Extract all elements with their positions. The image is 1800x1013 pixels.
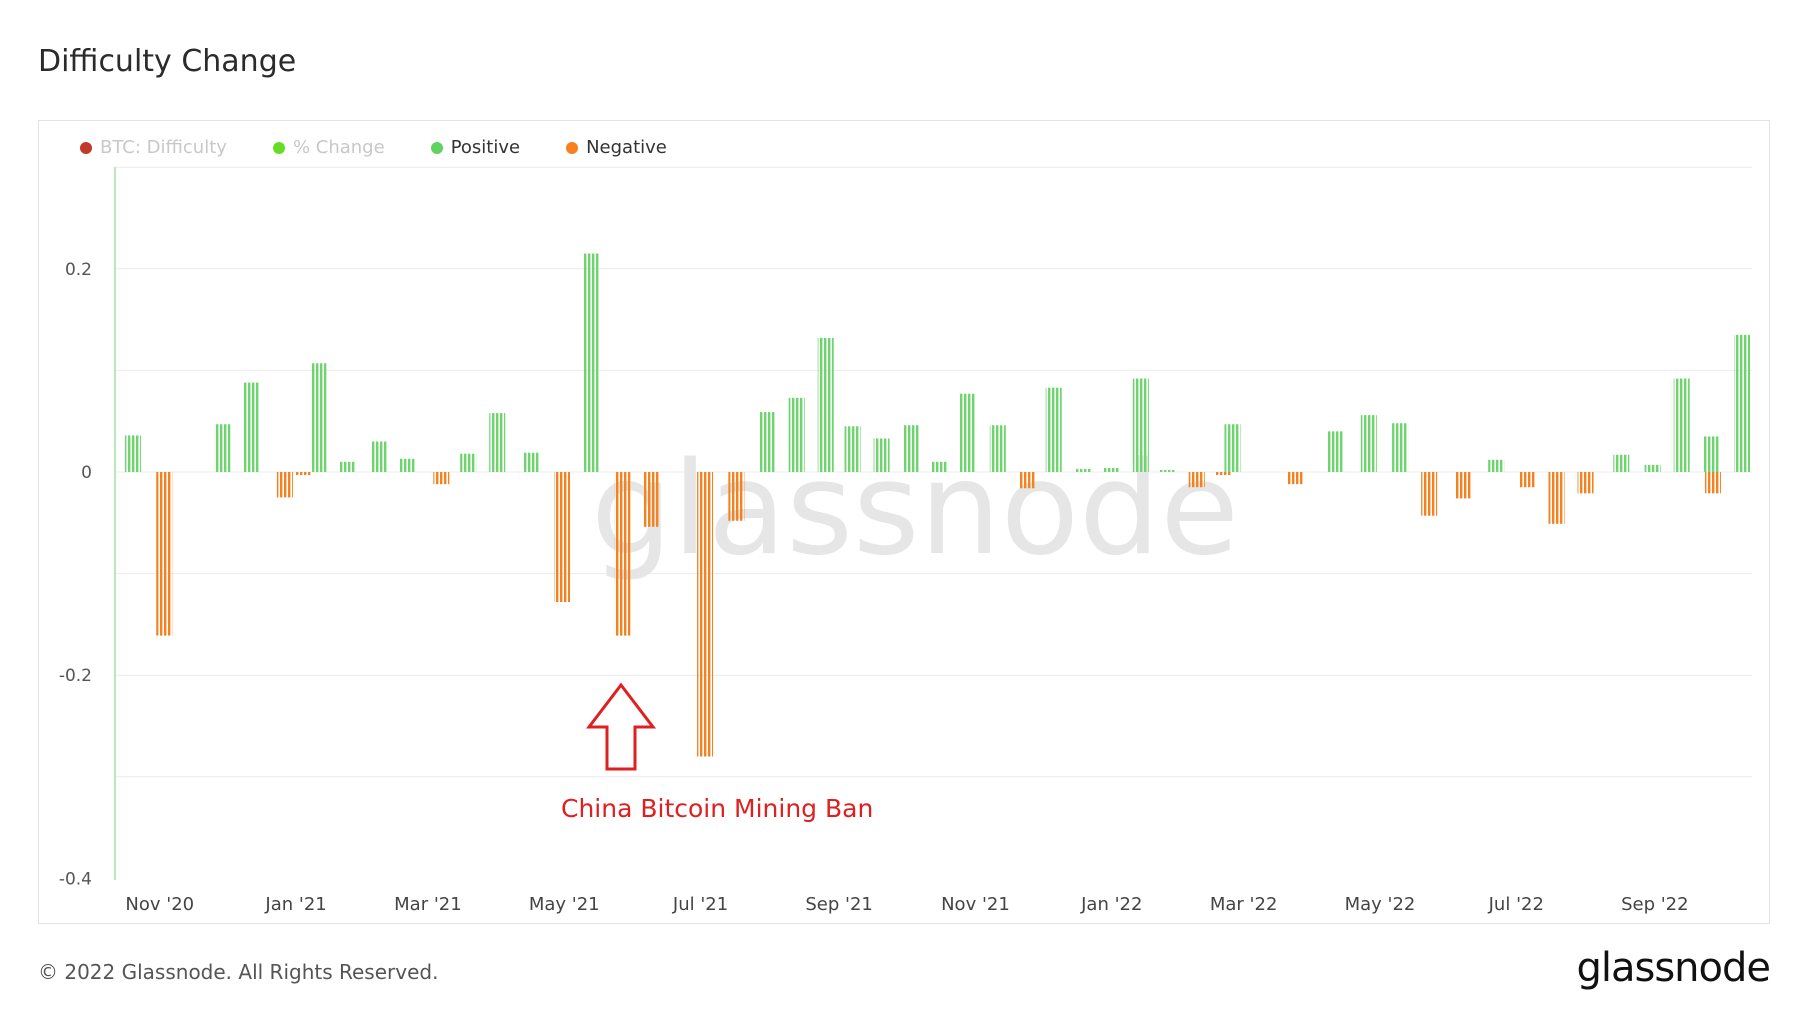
chart-panel: [38, 120, 1770, 924]
bar-positive[interactable]: [817, 337, 834, 472]
x-tick-label: Jan '21: [264, 894, 326, 915]
x-tick-label: Jan '22: [1080, 894, 1142, 915]
x-tick-label: Sep '21: [805, 894, 873, 915]
bar-positive[interactable]: [583, 253, 600, 472]
bar-negative[interactable]: [1188, 472, 1205, 488]
legend-dot-icon: [272, 141, 285, 154]
bar-negative[interactable]: [1577, 472, 1594, 494]
bar-positive[interactable]: [522, 452, 539, 472]
legend-item-btc-difficulty[interactable]: BTC: Difficulty: [80, 137, 227, 158]
bar-positive[interactable]: [844, 426, 861, 472]
bar-negative[interactable]: [294, 472, 311, 476]
bar-positive[interactable]: [370, 441, 387, 472]
bar-positive[interactable]: [1613, 454, 1630, 472]
x-tick-label: May '22: [1345, 894, 1416, 915]
bar-positive[interactable]: [489, 413, 506, 472]
bar-positive[interactable]: [310, 363, 327, 472]
legend-dot-icon: [80, 141, 92, 154]
legend-item-positive[interactable]: Positive: [430, 137, 521, 158]
y-tick-label: 0.2: [65, 260, 92, 280]
legend-dot-icon: [430, 141, 443, 154]
bar-positive[interactable]: [1673, 378, 1690, 472]
x-tick-label: Jul '21: [672, 894, 728, 915]
bar-positive[interactable]: [1159, 469, 1176, 472]
bar-positive[interactable]: [931, 461, 948, 472]
bar-positive[interactable]: [1702, 436, 1719, 472]
bar-negative[interactable]: [1215, 472, 1232, 476]
legend-item-percent-change[interactable]: % Change: [272, 137, 385, 158]
bar-negative[interactable]: [1421, 472, 1438, 516]
bar-positive[interactable]: [1734, 334, 1750, 472]
bar-positive[interactable]: [1360, 415, 1377, 472]
bar-positive[interactable]: [399, 458, 416, 472]
legend-label: Positive: [450, 137, 521, 158]
legend: BTC: Difficulty % Change Positive Negati…: [80, 137, 713, 158]
x-tick-label: Nov '21: [941, 894, 1010, 915]
bar-positive[interactable]: [958, 393, 975, 472]
bar-negative[interactable]: [1287, 472, 1304, 485]
bar-negative[interactable]: [1519, 472, 1536, 488]
y-tick-label: -0.2: [59, 666, 92, 686]
bar-positive[interactable]: [873, 438, 890, 472]
y-tick-label: 0: [81, 463, 92, 483]
bar-positive[interactable]: [1045, 387, 1062, 472]
legend-dot-icon: [566, 141, 579, 154]
x-tick-label: Jul '22: [1488, 894, 1544, 915]
legend-label: Negative: [586, 137, 667, 158]
bar-negative[interactable]: [697, 472, 714, 757]
bar-negative[interactable]: [1018, 472, 1035, 489]
bar-positive[interactable]: [124, 435, 141, 472]
x-tick-label: May '21: [529, 894, 600, 915]
bar-positive[interactable]: [214, 424, 231, 472]
bar-negative[interactable]: [614, 472, 631, 636]
bar-negative[interactable]: [1548, 472, 1565, 524]
bar-negative[interactable]: [156, 472, 173, 636]
chart-title: Difficulty Change: [38, 44, 297, 79]
bar-positive[interactable]: [1488, 459, 1505, 472]
bar-positive[interactable]: [1074, 468, 1091, 472]
annotation-text: China Bitcoin Mining Ban: [561, 794, 873, 823]
bar-positive[interactable]: [788, 397, 805, 472]
bar-positive[interactable]: [1392, 423, 1409, 472]
annotation-arrow-icon: [585, 682, 657, 771]
x-tick-label: Sep '22: [1621, 894, 1689, 915]
legend-label: BTC: Difficulty: [100, 137, 227, 158]
x-tick-label: Mar '22: [1210, 894, 1278, 915]
y-tick-label: -0.4: [59, 869, 92, 889]
bar-negative[interactable]: [1454, 472, 1471, 499]
bar-negative[interactable]: [1704, 472, 1721, 494]
bar-negative[interactable]: [276, 472, 293, 498]
x-tick-label: Mar '21: [394, 894, 462, 915]
bar-positive[interactable]: [1644, 464, 1661, 472]
legend-label: % Change: [292, 137, 385, 158]
bar-positive[interactable]: [759, 412, 776, 472]
bar-negative[interactable]: [433, 472, 450, 485]
bar-positive[interactable]: [243, 382, 260, 472]
bar-negative[interactable]: [728, 472, 745, 521]
bar-positive[interactable]: [460, 453, 477, 472]
bar-positive[interactable]: [902, 425, 919, 472]
bar-negative[interactable]: [643, 472, 660, 527]
bar-positive[interactable]: [1132, 378, 1149, 472]
copyright-footer: © 2022 Glassnode. All Rights Reserved.: [38, 960, 439, 984]
x-tick-label: Nov '20: [125, 894, 194, 915]
bar-positive[interactable]: [1327, 431, 1344, 472]
legend-item-negative[interactable]: Negative: [566, 137, 667, 158]
bar-positive[interactable]: [1224, 424, 1241, 472]
bar-positive[interactable]: [339, 461, 356, 472]
bar-positive[interactable]: [989, 425, 1006, 472]
bar-negative[interactable]: [554, 472, 571, 603]
glassnode-logo: glassnode: [1576, 945, 1771, 991]
bar-positive[interactable]: [1103, 467, 1120, 472]
